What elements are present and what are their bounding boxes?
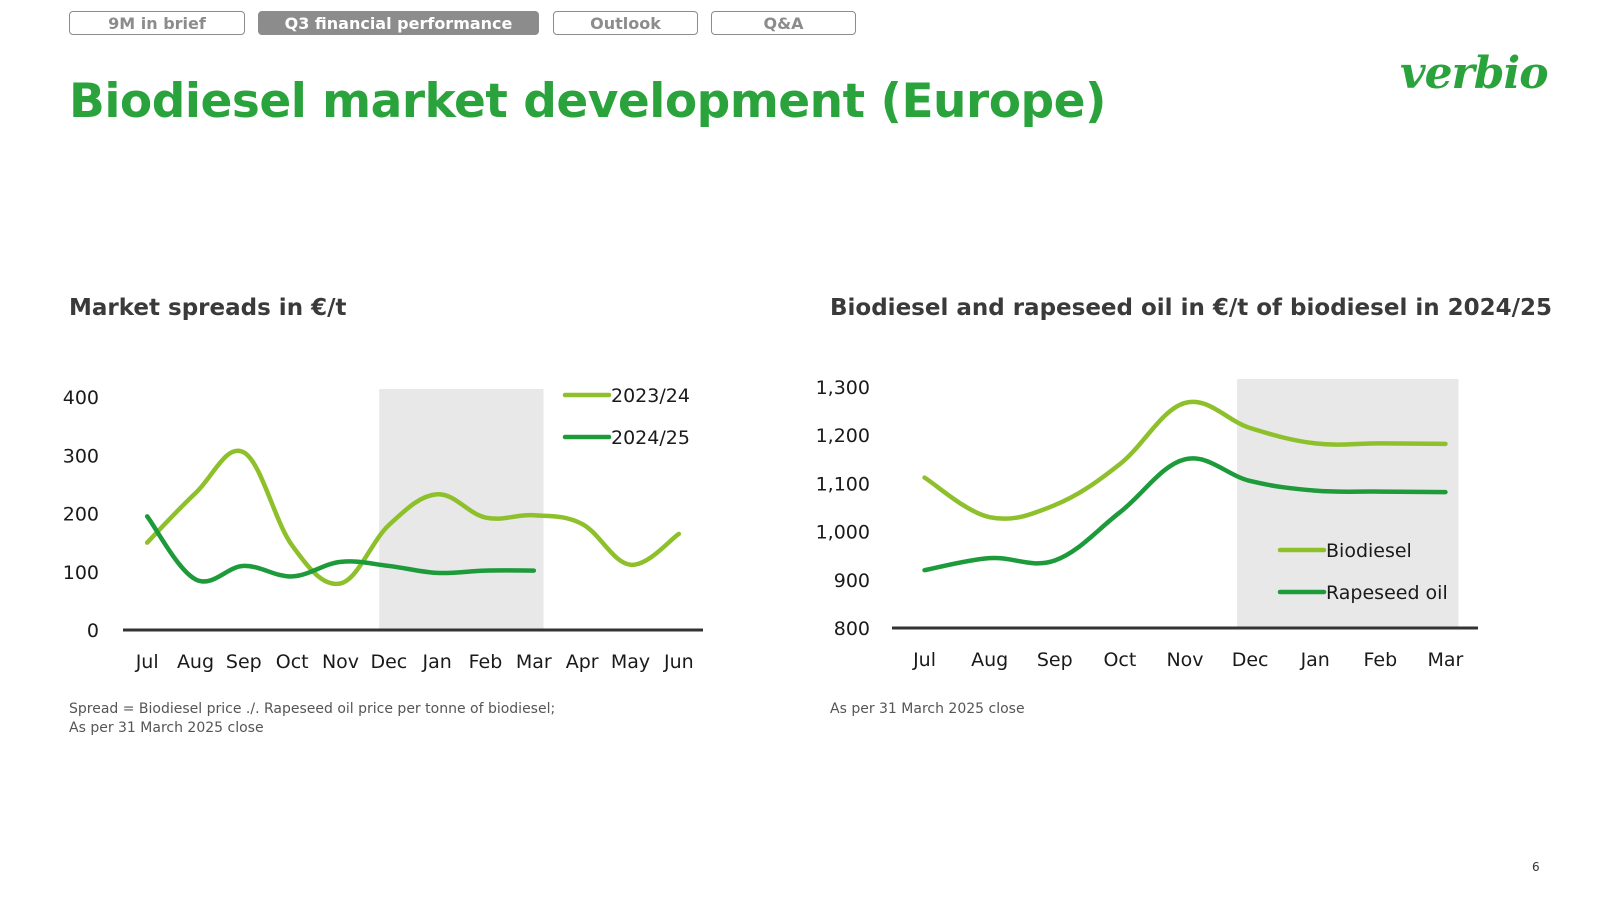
y-tick-label: 1,000 bbox=[816, 522, 870, 544]
series-line-2023-24 bbox=[144, 448, 682, 587]
x-tick-label: Oct bbox=[276, 651, 309, 673]
legend-label: Rapeseed oil bbox=[1326, 582, 1448, 604]
y-tick-label: 400 bbox=[63, 387, 99, 409]
x-tick-label: Sep bbox=[1037, 649, 1073, 671]
market-spreads-chart: 0 100 200 300 400 Jul Aug Sep Oct Nov Dec Jan Feb Mar… bbox=[63, 385, 703, 673]
biodiesel-rapeseed-footnote: As per 31 March 2025 close bbox=[830, 700, 1025, 719]
x-tick-label: Feb bbox=[469, 651, 503, 673]
legend-label: 2024/25 bbox=[611, 427, 690, 449]
x-tick-label: Jan bbox=[422, 651, 452, 673]
x-tick-label: Apr bbox=[566, 651, 599, 673]
footnote-line: As per 31 March 2025 close bbox=[830, 701, 1025, 717]
chart-title-biodiesel-rapeseed: Biodiesel and rapeseed oil in €/t of bio… bbox=[830, 295, 1553, 321]
x-tick-label: Aug bbox=[971, 649, 1008, 671]
y-tick-label: 1,200 bbox=[816, 425, 870, 447]
shaded-period bbox=[1237, 379, 1459, 628]
biodiesel-rapeseed-chart: 800 900 1,000 1,100 1,200 1,300 Jul Aug Sep Oct No… bbox=[816, 377, 1478, 671]
tab-outlook[interactable]: Outlook bbox=[553, 11, 698, 35]
x-tick-label: Dec bbox=[370, 651, 407, 673]
x-tick-label: Dec bbox=[1232, 649, 1269, 671]
y-tick-label: 1,300 bbox=[816, 377, 870, 399]
x-tick-label: May bbox=[611, 651, 650, 673]
legend-label: 2023/24 bbox=[611, 385, 690, 407]
chart-title-market-spreads: Market spreads in €/t bbox=[69, 295, 347, 321]
verbio-logo: verbio bbox=[1400, 48, 1549, 99]
x-tick-label: Nov bbox=[1166, 649, 1203, 671]
tab-qa[interactable]: Q&A bbox=[711, 11, 856, 35]
y-tick-label: 0 bbox=[87, 620, 99, 642]
y-tick-label: 900 bbox=[834, 570, 870, 592]
legend-label: Biodiesel bbox=[1326, 540, 1412, 562]
x-tick-label: Mar bbox=[516, 651, 552, 673]
y-tick-label: 100 bbox=[63, 562, 99, 584]
x-tick-label: Oct bbox=[1103, 649, 1136, 671]
x-tick-label: Mar bbox=[1428, 649, 1464, 671]
y-tick-label: 300 bbox=[63, 445, 99, 467]
x-tick-label: Jul bbox=[135, 651, 159, 673]
x-tick-label: Feb bbox=[1364, 649, 1398, 671]
page-title: Biodiesel market development (Europe) bbox=[69, 74, 1106, 129]
x-tick-label: Sep bbox=[226, 651, 262, 673]
x-tick-label: Nov bbox=[322, 651, 359, 673]
tab-q3-financial-performance[interactable]: Q3 financial performance bbox=[258, 11, 539, 35]
footnote-line: Spread = Biodiesel price ./. Rapeseed oi… bbox=[69, 701, 556, 717]
y-tick-label: 1,100 bbox=[816, 473, 870, 495]
x-tick-label: Aug bbox=[177, 651, 214, 673]
x-tick-label: Jul bbox=[912, 649, 936, 671]
footnote-line: As per 31 March 2025 close bbox=[69, 720, 264, 736]
y-tick-label: 800 bbox=[834, 618, 870, 640]
page-number: 6 bbox=[1532, 860, 1540, 874]
y-tick-label: 200 bbox=[63, 504, 99, 526]
x-tick-label: Jan bbox=[1300, 649, 1330, 671]
x-tick-label: Jun bbox=[663, 651, 694, 673]
tab-9m-in-brief[interactable]: 9M in brief bbox=[69, 11, 245, 35]
market-spreads-footnote: Spread = Biodiesel price ./. Rapeseed oi… bbox=[69, 700, 555, 738]
